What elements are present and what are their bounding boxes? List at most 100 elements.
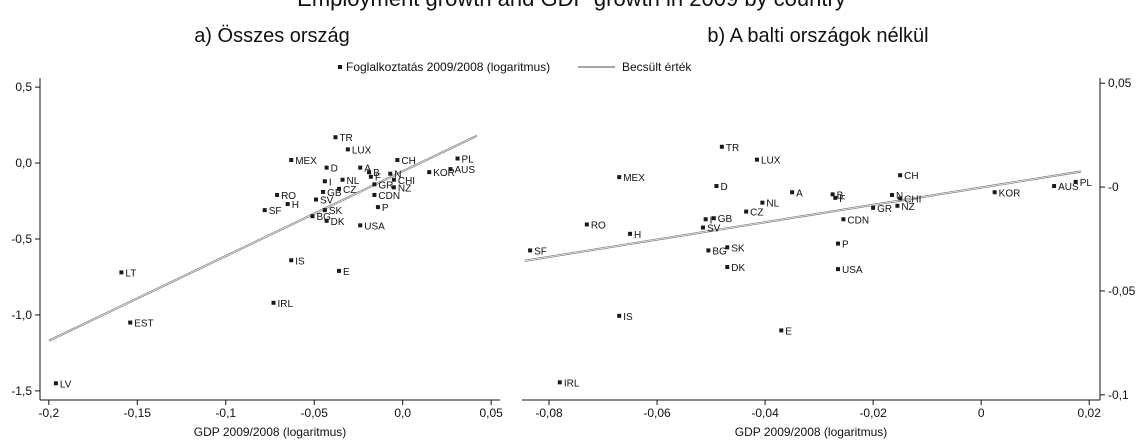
panel-b-point-cdn	[841, 217, 845, 221]
panel-a-point-label-cz: CZ	[343, 185, 356, 196]
panel-b-point-cz	[744, 210, 748, 214]
panel-b-point-label-dk: DK	[731, 263, 745, 274]
panel-b-point-nz	[895, 204, 899, 208]
panel-b-point-label-mex: MEX	[623, 173, 645, 184]
panel-b-y-tick-label: 0,05	[1108, 76, 1132, 90]
panel-b-point-d	[714, 184, 718, 188]
panel-a-point-kor	[427, 170, 431, 174]
panel-b-point-label-pl: PL	[1080, 178, 1093, 189]
panel-b-point-label-tr: TR	[726, 143, 739, 154]
panel-a-point-usa	[358, 223, 362, 227]
legend-point-marker	[338, 65, 342, 69]
panel-b-point-label-h: H	[634, 230, 641, 241]
panel-b-point-label-nz: NZ	[901, 202, 914, 213]
panel-b-point-label-lux: LUX	[761, 156, 781, 167]
panel-a-y-tick-label: -1,5	[11, 384, 32, 398]
panel-a-y-tick-label: -0,5	[11, 232, 32, 246]
panel-b-point-lux	[755, 158, 759, 162]
panel-a-point-label-pl: PL	[462, 155, 475, 166]
panel-b-point-label-ch: CH	[904, 171, 918, 182]
panel-a-point-label-usa: USA	[364, 221, 385, 232]
panel-a-point-irl	[272, 301, 276, 305]
panel-b-y-tick-label: -0,1	[1108, 388, 1129, 402]
panel-a-point-label-aus: AUS	[454, 165, 475, 176]
panel-b-point-label-kor: KOR	[999, 188, 1021, 199]
panel-a-point-cz	[337, 187, 341, 191]
panel-a-point-gr	[372, 182, 376, 186]
panel-a-point-nz	[392, 185, 396, 189]
panel-b-point-i	[704, 217, 708, 221]
panel-a-x-tick-label: -0,05	[301, 406, 329, 420]
panel-b-point-label-irl: IRL	[564, 378, 580, 389]
panel-a-x-tick-label: 0,05	[479, 406, 503, 420]
panel-b-point-b	[831, 192, 835, 196]
panel-a-point-label-d: D	[331, 164, 338, 175]
panel-b-point-label-sv: SV	[707, 224, 721, 235]
panel-a-point-label-lv: LV	[60, 379, 72, 390]
panel-a-x-axis-title: GDP 2009/2008 (logaritmus)	[194, 425, 347, 439]
panel-b-point-gr	[871, 206, 875, 210]
panel-b-x-tick-label: 0	[978, 406, 985, 420]
panel-a-point-gb	[321, 190, 325, 194]
panel-a-point-dk	[325, 219, 329, 223]
panel-a-point-aus	[448, 167, 452, 171]
panel-b-point-label-sk: SK	[731, 243, 745, 254]
panel-b-point-label-f: F	[839, 194, 845, 205]
legend-point-label: Foglalkoztatás 2009/2008 (logaritmus)	[346, 60, 550, 74]
panel-a-point-label-sf: SF	[269, 206, 282, 217]
panel-a-x-tick-label: -0,2	[39, 406, 60, 420]
panel-a-point-h	[286, 202, 290, 206]
panel-a-point-label-mex: MEX	[295, 156, 317, 167]
legend-line-label: Becsült érték	[622, 60, 692, 74]
panel-a-point-sf	[263, 208, 267, 212]
panel-a-point-label-is: IS	[295, 256, 305, 267]
panel-b-y-tick-label: -0,05	[1108, 284, 1136, 298]
panel-b-x-tick-label: -0,08	[535, 406, 563, 420]
panel-b-point-aus	[1052, 184, 1056, 188]
panel-b-point-label-gr: GR	[877, 204, 892, 215]
panel-a-point-label-irl: IRL	[278, 299, 294, 310]
panel-b-point-label-p: P	[842, 240, 849, 251]
panel-a-point-bg	[310, 214, 314, 218]
panel-b-point-pl	[1074, 180, 1078, 184]
panel-b-x-axis-title: GDP 2009/2008 (logaritmus)	[735, 425, 888, 439]
panel-b-point-label-d: D	[720, 182, 727, 193]
panel-b-point-n	[890, 193, 894, 197]
panel-b-point-ch	[898, 173, 902, 177]
panel-b-point-f	[833, 196, 837, 200]
panel-b-point-sv	[701, 226, 705, 230]
panel-b-point-label-e: E	[785, 326, 792, 337]
panel-a-point-label-p: P	[382, 203, 389, 214]
panel-b-x-tick-label: -0,06	[643, 406, 671, 420]
panel-a-point-b	[367, 170, 371, 174]
panel-b-point-label-cz: CZ	[750, 208, 763, 219]
panel-a-y-tick-label: 0,5	[15, 80, 32, 94]
panel-a-point-nl	[341, 178, 345, 182]
panel-a-point-label-bg: BG	[316, 212, 331, 223]
panel-a-point-f	[369, 175, 373, 179]
panel-b-point-usa	[836, 267, 840, 271]
panel-b-point-h	[628, 232, 632, 236]
panel-a-point-label-gr: GR	[378, 180, 393, 191]
panel-a-point-a	[358, 166, 362, 170]
panel-b-point-label-bg: BG	[712, 246, 727, 257]
panel-b-x-tick-label: -0,02	[859, 406, 887, 420]
panel-b-point-label-usa: USA	[842, 265, 863, 276]
panel-b-x-tick-label: -0,04	[751, 406, 779, 420]
panel-b-point-e	[779, 328, 783, 332]
panel-b-title: b) A balti országok nélkül	[707, 25, 928, 47]
panel-a-plot: -0,2 -0,15 -0,1 -0,05 0,0 0,050,50,0-0,5-1,0-…	[11, 78, 503, 439]
panel-b-point-dk	[725, 265, 729, 269]
panel-b-point-label-a: A	[796, 188, 803, 199]
panel-a-point-label-est: EST	[134, 319, 153, 330]
panel-b-point-label-ro: RO	[591, 220, 606, 231]
panel-a-point-cdn	[372, 193, 376, 197]
panel-b-point-label-sf: SF	[534, 246, 547, 257]
panel-b-point-kor	[993, 190, 997, 194]
panel-a-x-tick-label: -0,1	[215, 406, 236, 420]
panel-b-point-p	[836, 242, 840, 246]
panel-b-point-irl	[558, 380, 562, 384]
panel-b-x-tick-label: 0,02	[1078, 406, 1102, 420]
panel-a-x-tick-label: -0,15	[124, 406, 152, 420]
